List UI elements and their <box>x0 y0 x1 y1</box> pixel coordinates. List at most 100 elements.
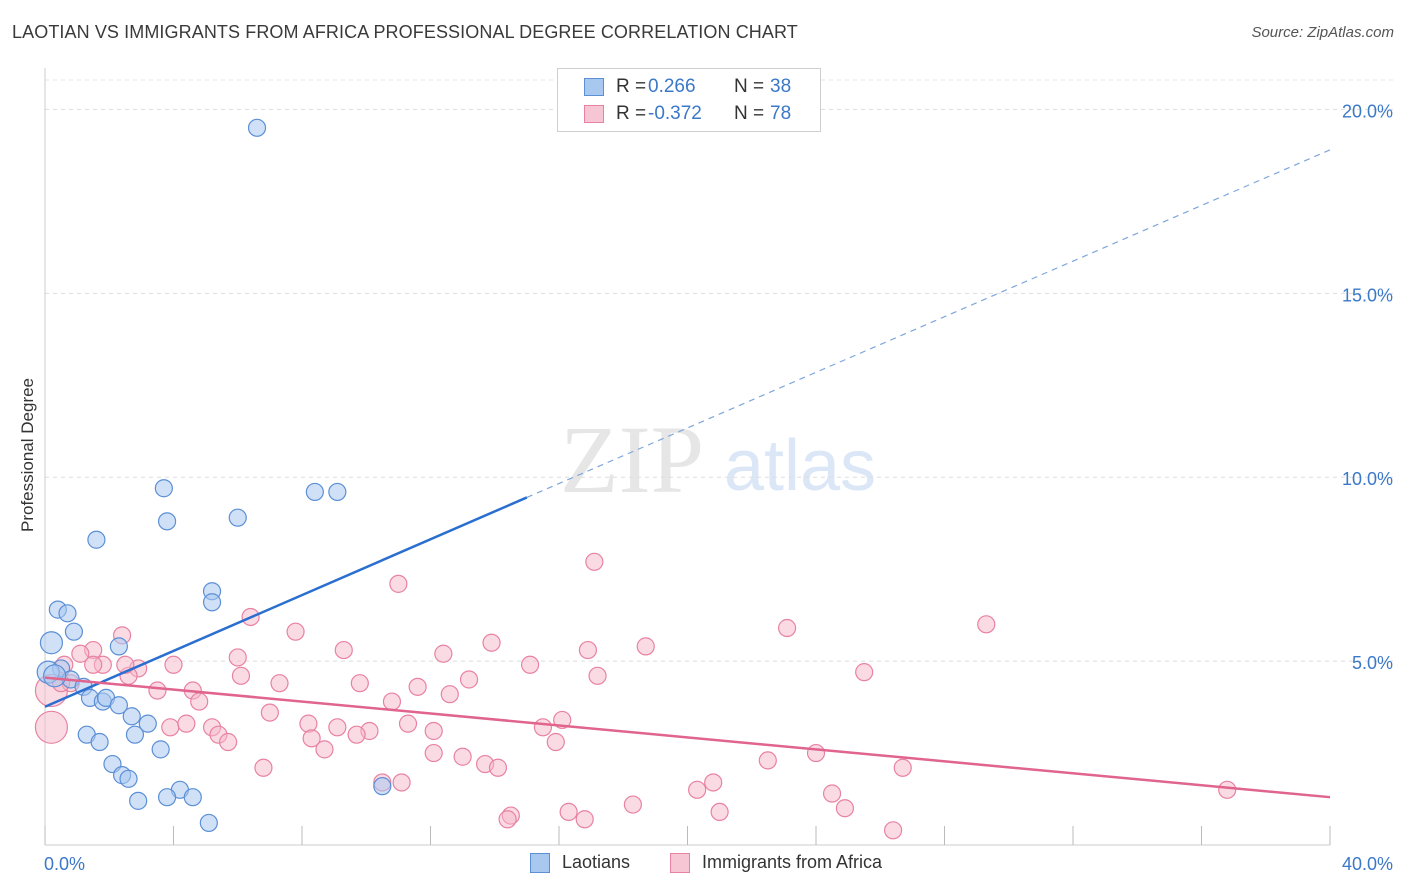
laotian-point <box>305 482 324 502</box>
africa-point <box>546 732 565 752</box>
africa-point <box>71 644 90 663</box>
africa-point <box>482 633 501 652</box>
africa-point <box>254 758 273 777</box>
laotian-point <box>373 777 392 796</box>
africa-point <box>893 758 912 777</box>
stats-row-africa: R = -0.372 N = 78 <box>558 101 820 127</box>
africa-point <box>822 784 842 803</box>
laotian-trend-line <box>44 496 528 708</box>
watermark-zip: ZIP <box>560 406 704 513</box>
laotian-point <box>119 769 138 788</box>
laotian-point <box>138 714 157 733</box>
africa-point <box>260 703 279 722</box>
africa-point <box>382 692 402 711</box>
legend-africa: Immigrants from Africa <box>670 852 882 873</box>
africa-point <box>350 674 369 693</box>
laotian-point <box>151 740 170 759</box>
africa-r-value: -0.372 <box>648 103 702 124</box>
africa-point <box>219 732 238 752</box>
x-tick-label-1: 40.0% <box>1342 854 1393 874</box>
africa-point <box>559 802 578 821</box>
laotian-point <box>122 707 141 726</box>
africa-point <box>315 740 334 759</box>
africa-point <box>424 721 443 741</box>
laotian-trend-extension <box>526 149 1331 498</box>
africa-point <box>84 655 103 674</box>
africa-point <box>424 743 443 763</box>
africa-point <box>459 670 479 689</box>
africa-r-label: R = <box>616 103 647 124</box>
y-tick-label-0: 5.0% <box>1352 653 1393 673</box>
africa-point <box>835 799 855 818</box>
africa-point <box>392 773 411 792</box>
laotian-points <box>36 118 392 833</box>
africa-point <box>389 574 408 593</box>
africa-point <box>347 725 366 744</box>
africa-point <box>164 655 183 674</box>
laotian-point <box>247 118 267 137</box>
africa-point <box>161 718 180 737</box>
africa-point <box>520 655 540 674</box>
laotian-point <box>90 732 109 752</box>
laotian-point <box>154 479 173 498</box>
africa-point <box>585 552 604 571</box>
axes <box>44 68 1331 846</box>
y-tick-label-3: 20.0% <box>1342 101 1393 121</box>
africa-point <box>299 714 318 733</box>
laotian-point <box>228 508 247 527</box>
laotian-point <box>157 788 177 807</box>
laotian-point <box>43 664 67 688</box>
laotian-point <box>109 637 128 656</box>
stats-box: R = 0.266 N = 38 R = -0.372 N = 78 <box>557 68 821 132</box>
trend-lines <box>44 149 1331 799</box>
africa-point <box>710 802 729 821</box>
africa-point <box>177 714 196 733</box>
laotian-point <box>58 604 77 623</box>
africa-point <box>440 685 459 704</box>
africa-point <box>453 747 472 766</box>
africa-point <box>688 780 707 799</box>
laotian-point <box>109 696 128 715</box>
africa-point <box>575 810 594 829</box>
x-tick-label-0: 0.0% <box>44 854 85 874</box>
africa-n-label: N = <box>734 103 765 124</box>
africa-point <box>806 743 826 763</box>
legend-laotians-swatch <box>530 852 550 873</box>
laotian-point <box>199 813 218 833</box>
laotian-point <box>125 725 145 744</box>
laotian-point <box>129 791 148 810</box>
laotian-point <box>328 482 347 502</box>
africa-point <box>855 663 874 682</box>
laotian-n-value: 38 <box>770 76 792 97</box>
africa-point <box>977 615 996 634</box>
legend-africa-swatch <box>670 852 690 873</box>
africa-point <box>328 718 347 737</box>
africa-point <box>533 718 553 737</box>
legend-laotians-label: Laotians <box>562 852 631 872</box>
tick-labels: 5.0% 10.0% 15.0% 20.0% 0.0% 40.0% <box>44 101 1393 874</box>
laotian-point <box>87 530 106 549</box>
laotian-point <box>39 631 64 655</box>
laotian-swatch <box>584 78 604 96</box>
africa-point <box>34 710 69 744</box>
africa-point <box>488 758 508 777</box>
africa-point <box>270 674 289 693</box>
laotian-r-value: 0.266 <box>648 76 696 97</box>
africa-point <box>408 677 427 696</box>
laotian-n-label: N = <box>734 76 765 97</box>
africa-point <box>636 637 655 656</box>
africa-point <box>334 640 353 660</box>
laotian-point <box>64 622 84 641</box>
africa-point <box>758 751 777 770</box>
africa-point <box>228 648 247 667</box>
africa-point <box>302 729 321 748</box>
laotian-point <box>157 512 177 531</box>
africa-point <box>578 640 598 660</box>
gridlines <box>45 79 1395 662</box>
africa-point <box>190 692 209 711</box>
y-tick-label-1: 10.0% <box>1342 469 1393 489</box>
y-tick-label-2: 15.0% <box>1342 285 1393 305</box>
africa-point <box>434 644 453 663</box>
africa-swatch <box>584 105 604 123</box>
